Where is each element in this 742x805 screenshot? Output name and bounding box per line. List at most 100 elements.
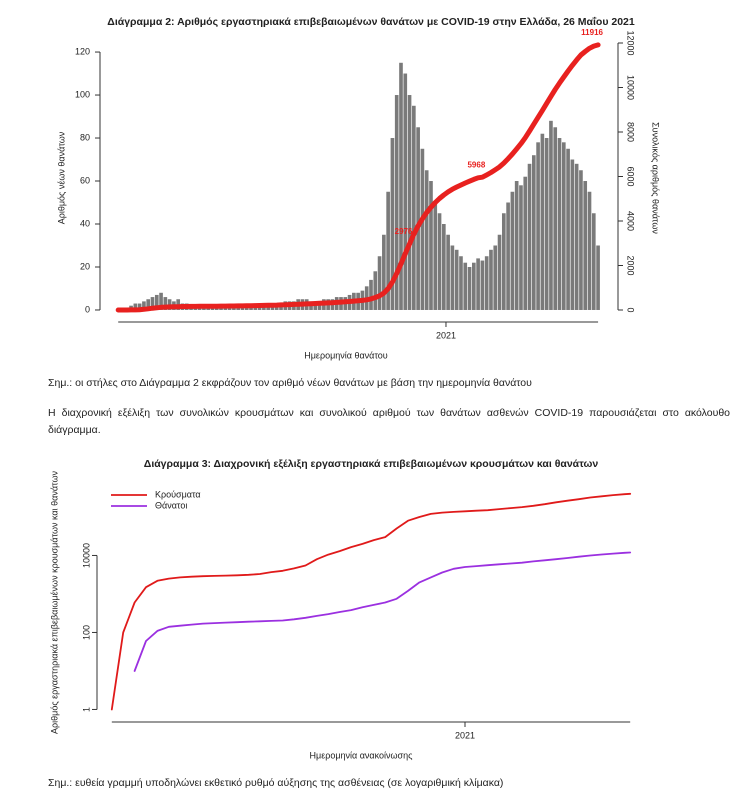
y-tick-label: 0	[85, 304, 90, 314]
y-tick-label: 60	[80, 175, 90, 185]
y-axis-label: Αριθμός νέων θανάτων	[56, 131, 66, 224]
bar	[467, 266, 472, 310]
bar	[424, 170, 429, 310]
bar	[206, 307, 211, 310]
y-tick-label: 120	[75, 46, 90, 56]
bar	[497, 234, 502, 310]
annotation: 11916	[581, 28, 603, 37]
y2-tick-label: 6000	[626, 166, 636, 186]
y-axis-label: Αριθμός εργαστηριακά επιβεβαιωμένων κρου…	[49, 471, 59, 734]
bar	[544, 138, 549, 310]
x-axis-label: Ημερομηνία θανάτου	[304, 350, 388, 360]
bar	[450, 245, 455, 310]
bar	[416, 127, 420, 310]
y-tick-label: 20	[80, 261, 90, 271]
x-tick-label: 2021	[455, 730, 475, 740]
y2-tick-label: 10000	[626, 75, 636, 100]
bar	[514, 181, 519, 310]
bar	[236, 307, 240, 310]
line	[133, 551, 632, 672]
bar	[154, 294, 159, 310]
y2-tick-label: 0	[626, 307, 636, 312]
bar	[480, 260, 485, 310]
bar	[240, 307, 245, 310]
bar	[549, 120, 553, 310]
bar	[227, 307, 232, 310]
bar	[223, 307, 228, 310]
chart-note: Σημ.: ευθεία γραμμή υποδηλώνει εκθετικό …	[48, 777, 504, 789]
bar	[463, 262, 468, 310]
y2-tick-label: 4000	[626, 211, 636, 231]
bar	[506, 202, 510, 310]
bar	[133, 303, 138, 310]
chart-title: Διάγραμμα 3: Διαχρονική εξέλιξη εργαστηρ…	[144, 458, 599, 470]
bar	[146, 299, 151, 310]
bar	[510, 191, 515, 310]
bar	[399, 62, 403, 310]
bar	[579, 170, 583, 310]
bar	[232, 307, 236, 310]
bar	[553, 127, 558, 310]
bar	[142, 301, 146, 310]
bar	[373, 271, 378, 310]
legend-label: Κρούσματα	[155, 489, 201, 499]
y2-tick-label: 2000	[626, 255, 636, 275]
y-tick-label: 40	[80, 218, 90, 228]
bar	[420, 148, 425, 310]
bar	[476, 258, 480, 310]
bar	[382, 234, 386, 310]
bar	[412, 105, 416, 310]
bar	[574, 163, 579, 310]
y-tick-label: 10000	[81, 543, 91, 568]
bar	[210, 307, 215, 310]
y-tick-label: 100	[75, 89, 90, 99]
bar	[583, 181, 588, 310]
bar	[214, 307, 219, 310]
bar	[596, 245, 600, 310]
chart-title: Διάγραμμα 2: Αριθμός εργαστηριακά επιβεβ…	[107, 16, 635, 28]
bar	[489, 249, 493, 310]
bar	[536, 142, 540, 310]
bar	[244, 307, 249, 310]
bar	[433, 202, 438, 310]
chart-note: Σημ.: οι στήλες στο Διάγραμμα 2 εκφράζου…	[48, 377, 532, 389]
bar	[403, 73, 408, 310]
bar	[163, 297, 168, 310]
bar	[159, 292, 163, 310]
bar	[407, 95, 412, 310]
bar	[523, 176, 528, 310]
bar	[570, 159, 575, 310]
bar	[442, 224, 446, 310]
bar	[394, 95, 399, 310]
bar	[369, 279, 373, 310]
x-tick-label: 2021	[436, 330, 456, 340]
y2-tick-label: 12000	[626, 30, 636, 55]
legend-label: Θάνατοι	[155, 500, 187, 510]
bar	[501, 213, 506, 310]
bar	[429, 181, 433, 310]
bar	[561, 142, 566, 310]
bar	[437, 213, 442, 310]
bar	[377, 256, 382, 310]
bar	[202, 307, 206, 310]
bar	[446, 234, 450, 310]
bar	[531, 155, 536, 310]
bar	[454, 249, 459, 310]
x-axis-label: Ημερομηνία ανακοίνωσης	[310, 750, 414, 760]
bar	[472, 262, 476, 310]
bar	[150, 297, 155, 310]
y2-tick-label: 8000	[626, 122, 636, 142]
line	[110, 492, 632, 711]
paragraph: Η διαχρονική εξέλιξη των συνολικών κρουσ…	[48, 407, 730, 436]
bar	[519, 185, 523, 310]
bar	[459, 256, 463, 310]
bar	[527, 163, 532, 310]
bar	[137, 303, 142, 310]
bar	[390, 138, 395, 310]
annotation: 5968	[467, 160, 485, 169]
bar	[493, 245, 498, 310]
bar	[591, 213, 596, 310]
bar	[566, 148, 570, 310]
bar	[587, 191, 592, 310]
